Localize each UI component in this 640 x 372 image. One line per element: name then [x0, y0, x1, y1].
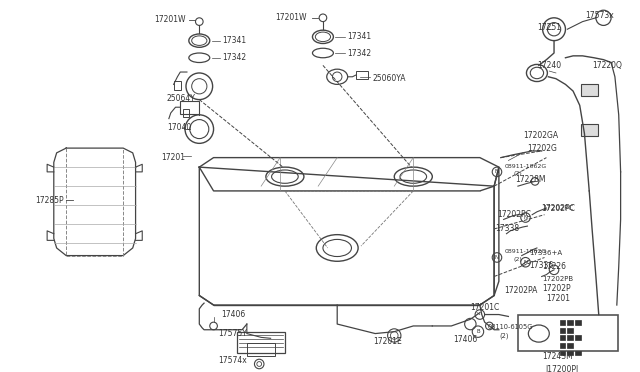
Bar [247, 343, 275, 356]
Bar [567, 328, 573, 333]
Text: 17336: 17336 [529, 261, 554, 270]
Bar [560, 351, 566, 355]
Text: N: N [524, 215, 527, 220]
Text: 17573x: 17573x [586, 12, 614, 20]
Text: 17228M: 17228M [515, 175, 545, 184]
Text: 17342: 17342 [347, 48, 371, 58]
Text: (2): (2) [513, 257, 522, 262]
Text: 17341: 17341 [347, 32, 371, 41]
Text: 25060YA: 25060YA [372, 74, 406, 83]
Bar [183, 109, 189, 117]
Text: J17200PJ: J17200PJ [545, 365, 579, 372]
Text: 17575Y: 17575Y [218, 329, 247, 338]
Text: 17201: 17201 [547, 294, 570, 303]
Text: N: N [524, 260, 527, 265]
Bar [567, 320, 573, 325]
Text: 17220Q: 17220Q [592, 61, 622, 70]
Text: 17202GA: 17202GA [524, 131, 559, 140]
Text: 17201E: 17201E [373, 337, 402, 346]
Text: 17202P: 17202P [543, 284, 572, 294]
Text: 17240: 17240 [537, 61, 561, 70]
Text: N: N [495, 169, 499, 174]
Bar [518, 315, 618, 351]
Text: N: N [495, 255, 499, 260]
Text: 17226: 17226 [543, 263, 566, 272]
Text: 17406: 17406 [453, 335, 477, 344]
Bar [567, 336, 573, 340]
Text: 17243M: 17243M [543, 352, 573, 361]
Bar [575, 320, 580, 325]
Bar [180, 100, 199, 114]
Bar [356, 71, 367, 79]
Text: 17201: 17201 [161, 153, 185, 162]
Text: (2): (2) [513, 171, 522, 176]
Text: 17201C: 17201C [470, 304, 500, 312]
Text: 17202PB: 17202PB [543, 276, 573, 282]
Bar [575, 336, 580, 340]
Text: 17201W: 17201W [155, 15, 186, 24]
Bar [560, 328, 566, 333]
Text: 17336+A: 17336+A [529, 250, 563, 256]
Bar [560, 343, 566, 348]
Text: 17202PC: 17202PC [541, 203, 575, 212]
Bar [173, 81, 181, 90]
Bar [580, 124, 598, 136]
Text: 08911-1062G: 08911-1062G [504, 164, 547, 169]
Text: 17202PC: 17202PC [543, 205, 573, 211]
Text: B: B [476, 329, 480, 334]
Text: (2): (2) [499, 332, 508, 339]
Bar [567, 343, 573, 348]
Text: 25064Y: 25064Y [167, 94, 196, 103]
Bar [567, 351, 573, 355]
Text: 08911-1062G: 08911-1062G [504, 249, 547, 254]
Text: 17338: 17338 [495, 224, 519, 234]
Text: 17406: 17406 [221, 310, 245, 319]
Bar [237, 332, 285, 353]
Text: 17251: 17251 [537, 23, 561, 32]
Bar [560, 320, 566, 325]
Text: 17040: 17040 [167, 123, 191, 132]
Text: 17341: 17341 [222, 36, 246, 45]
Text: 08110-6105G: 08110-6105G [488, 324, 533, 330]
Bar [575, 351, 580, 355]
Text: 17342: 17342 [222, 53, 246, 62]
Text: 17202G: 17202G [527, 144, 557, 153]
Text: 17202PC: 17202PC [497, 210, 531, 219]
Bar [580, 84, 598, 96]
Text: 17574x: 17574x [218, 356, 247, 365]
Bar [560, 336, 566, 340]
Text: 17285P: 17285P [35, 196, 63, 205]
Text: 17202PA: 17202PA [504, 286, 538, 295]
Text: 17201W: 17201W [275, 13, 307, 22]
